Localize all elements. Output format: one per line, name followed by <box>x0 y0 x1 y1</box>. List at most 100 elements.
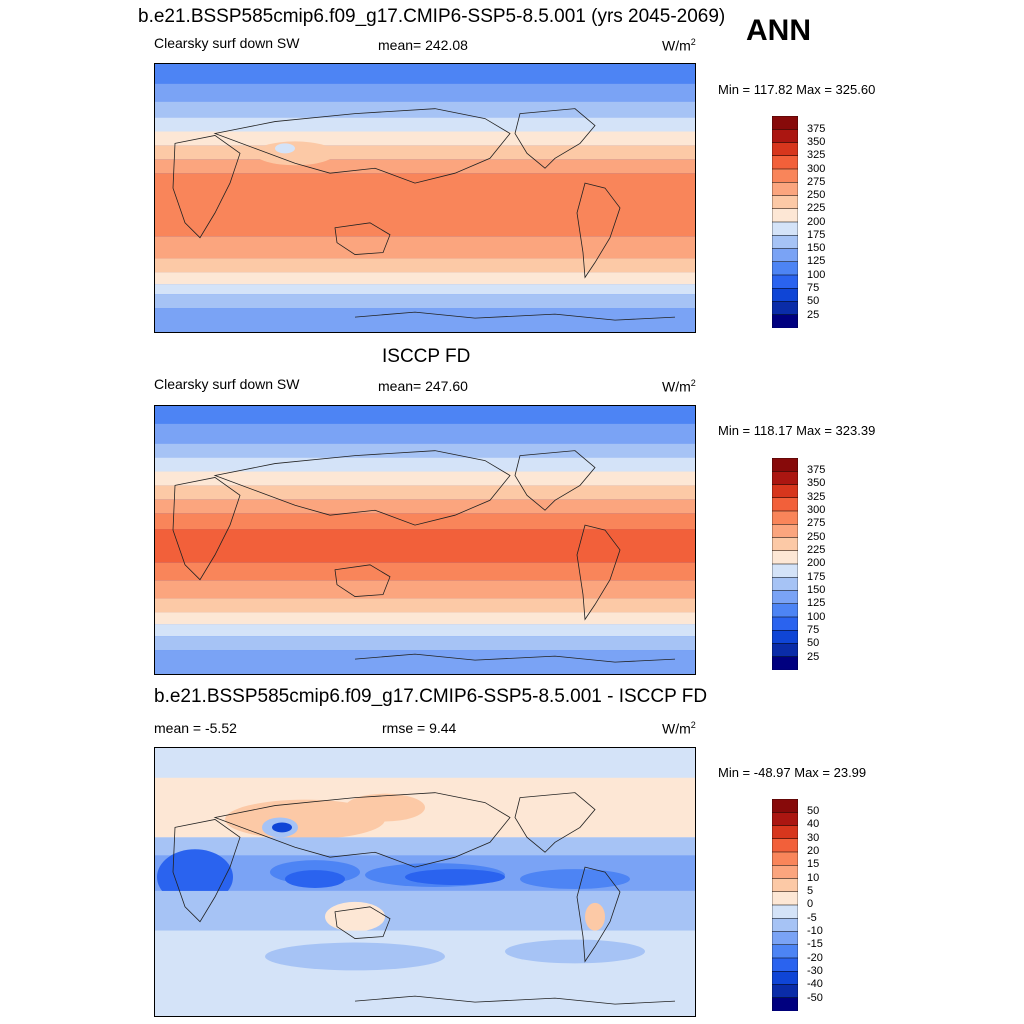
colorbar-swatch <box>772 577 798 591</box>
colorbar-swatch <box>772 865 798 879</box>
colorbar-swatch <box>772 537 798 552</box>
colorbar-swatch <box>772 997 798 1011</box>
panel1-variable: Clearsky surf down SW <box>154 35 300 51</box>
colorbar-swatch <box>772 799 798 813</box>
colorbar-swatch <box>772 891 798 906</box>
season-label: ANN <box>746 14 811 47</box>
colorbar-swatch <box>772 248 798 263</box>
colorbar-swatch <box>772 944 798 959</box>
panel1-cb-label: 225 <box>807 202 826 214</box>
panel3-cb-label: -40 <box>807 978 823 990</box>
colorbar-swatch <box>772 471 798 485</box>
panel2-cb-label: 375 <box>807 464 826 476</box>
panel1-cb-label: 325 <box>807 149 826 161</box>
colorbar-swatch <box>772 458 798 472</box>
panel3-cb-label: -50 <box>807 992 823 1004</box>
panel1-cb-label: 300 <box>807 163 826 175</box>
colorbar-swatch <box>772 616 798 631</box>
panel2-title: ISCCP FD <box>382 346 471 367</box>
panel3-cb-label: 20 <box>807 845 820 857</box>
panel1-map <box>154 63 696 333</box>
panel3-cb-label: -15 <box>807 938 823 950</box>
panel2-cb-label: 300 <box>807 504 826 516</box>
panel3-cb-label: 40 <box>807 818 820 830</box>
colorbar-swatch <box>772 878 798 893</box>
panel2-cb-label: 25 <box>807 651 820 663</box>
panel2-units: W/m2 <box>662 378 696 395</box>
panel2-cb-label: 250 <box>807 531 826 543</box>
panel2-cb-label: 75 <box>807 624 820 636</box>
colorbar-swatch <box>772 208 798 223</box>
colorbar-swatch <box>772 168 798 183</box>
colorbar-swatch <box>772 116 798 130</box>
colorbar-swatch <box>772 484 798 499</box>
panel2-cb-label: 100 <box>807 611 826 623</box>
panel1-cb-label: 150 <box>807 242 826 254</box>
main-title: b.e21.BSSP585cmip6.f09_g17.CMIP6-SSP5-8.… <box>138 6 726 27</box>
panel1-cb-label: 350 <box>807 136 826 148</box>
panel1-cb-label: 125 <box>807 255 826 267</box>
panel2-cb-label: 275 <box>807 517 826 529</box>
colorbar-swatch <box>772 195 798 210</box>
colorbar-swatch <box>772 314 798 328</box>
panel2-minmax: Min = 118.17 Max = 323.39 <box>718 423 876 438</box>
colorbar-swatch <box>772 984 798 999</box>
colorbar-swatch <box>772 497 798 512</box>
colorbar-swatch <box>772 524 798 538</box>
colorbar-swatch <box>772 550 798 565</box>
colorbar-swatch <box>772 643 798 658</box>
panel1-cb-label: 175 <box>807 229 826 241</box>
panel3-cb-label: -10 <box>807 925 823 937</box>
panel2-cb-label: 125 <box>807 597 826 609</box>
panel1-cb-label: 375 <box>807 123 826 135</box>
panel3-cb-label: 30 <box>807 832 820 844</box>
panel3-units: W/m2 <box>662 720 696 737</box>
panel3-cb-label: -20 <box>807 952 823 964</box>
panel2-cb-label: 225 <box>807 544 826 556</box>
panel1-mean: mean= 242.08 <box>378 37 468 53</box>
panel1-cb-label: 275 <box>807 176 826 188</box>
colorbar-swatch <box>772 274 798 289</box>
panel2-variable: Clearsky surf down SW <box>154 376 300 392</box>
colorbar-swatch <box>772 971 798 985</box>
panel3-cb-label: -5 <box>807 912 817 924</box>
colorbar-swatch <box>772 838 798 853</box>
panel2-mean: mean= 247.60 <box>378 378 468 394</box>
panel1-cb-label: 50 <box>807 295 820 307</box>
panel3-cb-label: 15 <box>807 858 820 870</box>
panel3-cb-label: 5 <box>807 885 814 897</box>
colorbar-swatch <box>772 603 798 618</box>
panel1-cb-label: 25 <box>807 309 820 321</box>
panel3-cb-label: -30 <box>807 965 823 977</box>
panel1-cb-label: 100 <box>807 269 826 281</box>
panel3-title: b.e21.BSSP585cmip6.f09_g17.CMIP6-SSP5-8.… <box>154 686 708 707</box>
colorbar-swatch <box>772 129 798 143</box>
panel3-cb-label: 0 <box>807 898 814 910</box>
colorbar-swatch <box>772 656 798 670</box>
colorbar-swatch <box>772 825 798 840</box>
panel1-cb-label: 200 <box>807 216 826 228</box>
panel1-minmax: Min = 117.82 Max = 325.60 <box>718 82 876 97</box>
panel3-cb-label: 10 <box>807 872 820 884</box>
panel2-map <box>154 405 696 675</box>
colorbar-swatch <box>772 630 798 644</box>
colorbar-swatch <box>772 563 798 578</box>
colorbar-swatch <box>772 931 798 946</box>
panel2-cb-label: 50 <box>807 637 820 649</box>
colorbar-swatch <box>772 851 798 866</box>
colorbar-swatch <box>772 235 798 249</box>
panel1-colorbar <box>772 116 798 328</box>
colorbar-swatch <box>772 590 798 605</box>
panel2-cb-label: 350 <box>807 477 826 489</box>
panel3-map <box>154 747 696 1017</box>
colorbar-swatch <box>772 261 798 276</box>
colorbar-swatch <box>772 301 798 316</box>
panel3-rmse: rmse = 9.44 <box>382 720 457 736</box>
panel3-colorbar <box>772 799 798 1011</box>
panel2-cb-label: 200 <box>807 557 826 569</box>
panel2-cb-label: 175 <box>807 571 826 583</box>
colorbar-swatch <box>772 510 798 525</box>
panel3-mean: mean = -5.52 <box>154 720 237 736</box>
colorbar-swatch <box>772 288 798 302</box>
panel3-cb-label: 50 <box>807 805 820 817</box>
